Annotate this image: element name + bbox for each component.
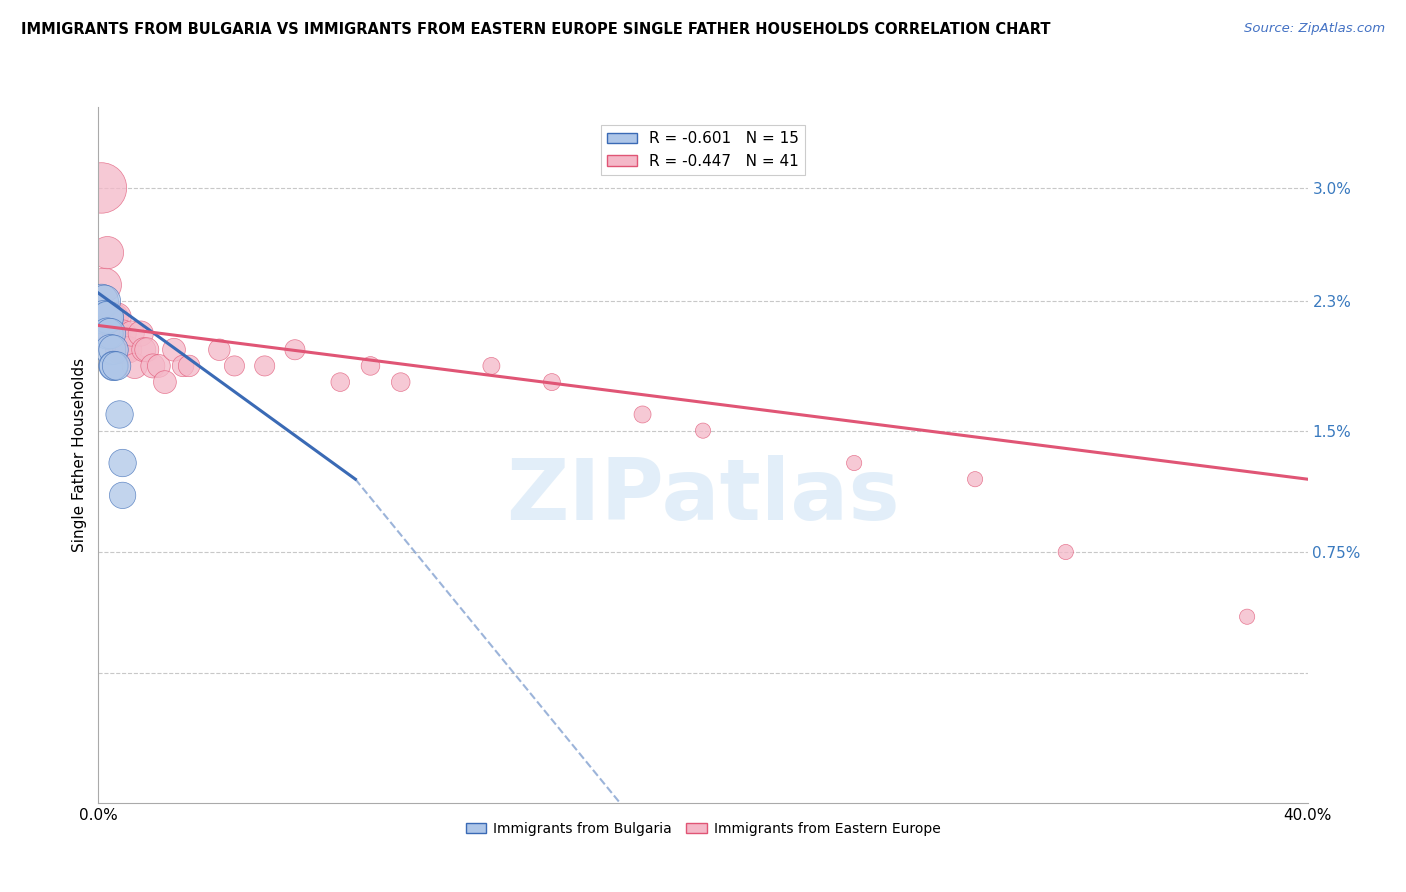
Point xyxy=(93,278,115,293)
Point xyxy=(179,359,201,373)
Point xyxy=(631,408,654,422)
Point xyxy=(224,359,246,373)
Point xyxy=(93,294,115,309)
Text: Source: ZipAtlas.com: Source: ZipAtlas.com xyxy=(1244,22,1385,36)
Point xyxy=(103,326,125,341)
Point xyxy=(208,343,231,357)
Point xyxy=(153,375,176,389)
Point xyxy=(329,375,352,389)
Point xyxy=(108,343,131,357)
Point xyxy=(121,326,143,341)
Point xyxy=(965,472,987,486)
Point xyxy=(100,310,122,325)
Point xyxy=(389,375,412,389)
Point xyxy=(481,359,503,373)
Point xyxy=(692,424,714,438)
Point xyxy=(142,359,165,373)
Point xyxy=(96,310,118,325)
Point xyxy=(103,343,125,357)
Point xyxy=(103,359,125,373)
Point xyxy=(90,181,112,195)
Point xyxy=(124,359,146,373)
Point xyxy=(105,359,128,373)
Point xyxy=(135,343,157,357)
Point xyxy=(100,343,122,357)
Point xyxy=(284,343,307,357)
Point xyxy=(100,326,122,341)
Point xyxy=(540,375,562,389)
Point xyxy=(163,343,186,357)
Point xyxy=(100,326,122,341)
Point xyxy=(103,310,125,325)
Point xyxy=(111,456,134,470)
Legend: Immigrants from Bulgaria, Immigrants from Eastern Europe: Immigrants from Bulgaria, Immigrants fro… xyxy=(460,816,946,841)
Point xyxy=(96,245,118,260)
Point xyxy=(148,359,170,373)
Text: IMMIGRANTS FROM BULGARIA VS IMMIGRANTS FROM EASTERN EUROPE SINGLE FATHER HOUSEHO: IMMIGRANTS FROM BULGARIA VS IMMIGRANTS F… xyxy=(21,22,1050,37)
Point xyxy=(90,294,112,309)
Point xyxy=(253,359,276,373)
Point xyxy=(360,359,382,373)
Point xyxy=(111,343,134,357)
Point xyxy=(118,343,141,357)
Point xyxy=(844,456,866,470)
Point xyxy=(96,310,118,325)
Point xyxy=(105,310,128,325)
Point xyxy=(96,326,118,341)
Point xyxy=(1236,609,1258,624)
Point xyxy=(108,408,131,422)
Point xyxy=(1054,545,1077,559)
Y-axis label: Single Father Households: Single Father Households xyxy=(72,358,87,552)
Point xyxy=(103,359,125,373)
Point xyxy=(129,326,152,341)
Point xyxy=(132,343,155,357)
Point xyxy=(105,326,128,341)
Point xyxy=(111,326,134,341)
Point xyxy=(114,343,136,357)
Point xyxy=(172,359,194,373)
Point xyxy=(93,310,115,325)
Point xyxy=(111,488,134,502)
Point xyxy=(96,310,118,325)
Text: ZIPatlas: ZIPatlas xyxy=(506,455,900,538)
